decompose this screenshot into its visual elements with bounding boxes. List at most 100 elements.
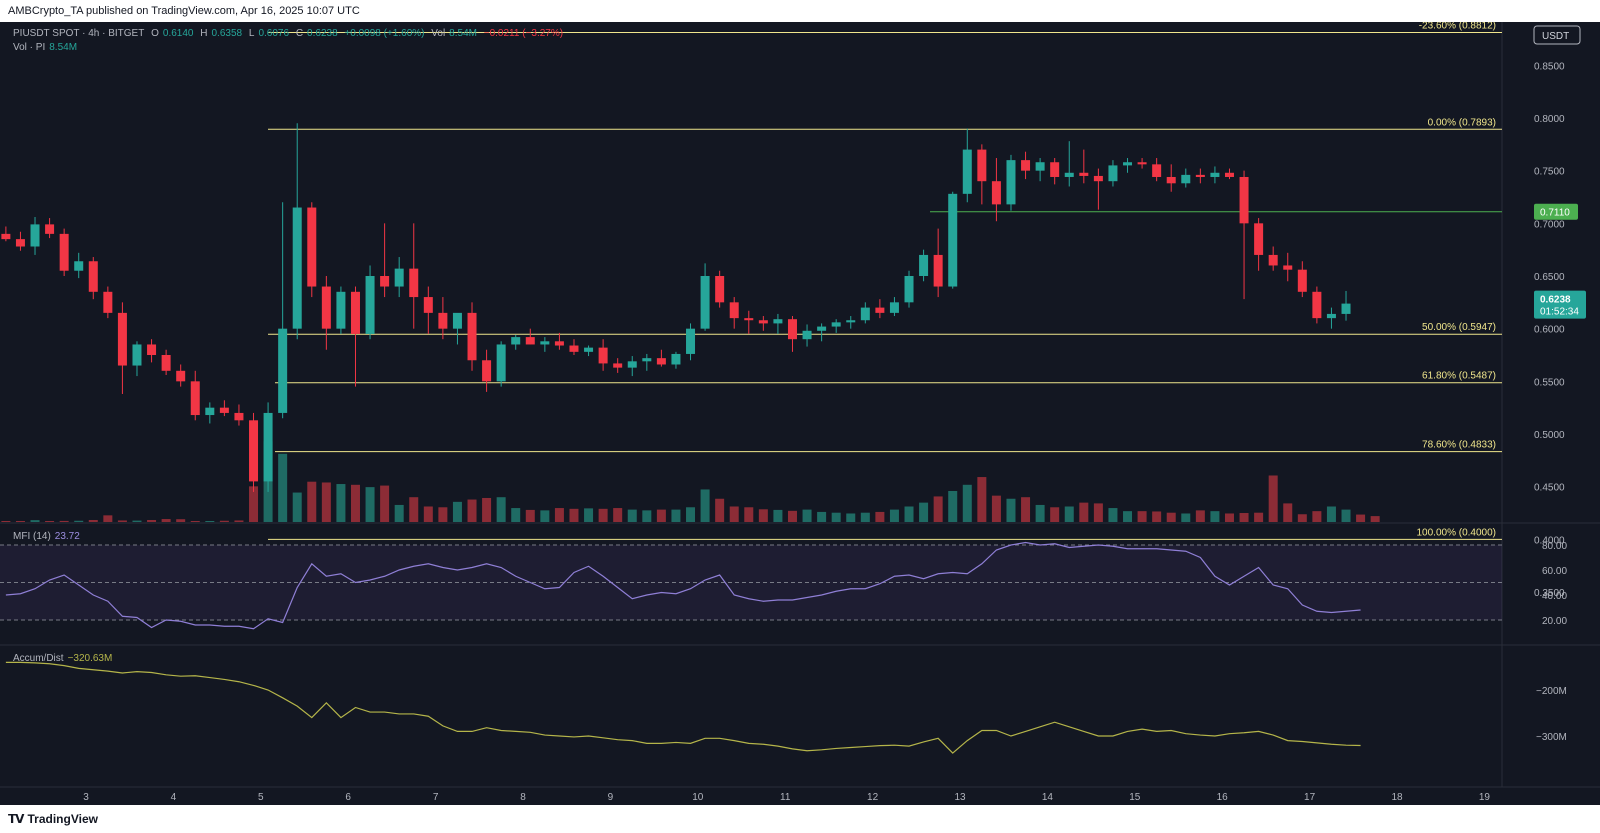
fib-label: 61.80% (0.5487)	[1422, 371, 1496, 382]
candle-body	[88, 261, 98, 292]
volume-bar	[686, 507, 696, 522]
candle-body	[991, 181, 1001, 205]
tradingview-logo[interactable]: 𝗧𝗩 TradingView	[8, 812, 98, 826]
fib-label: 78.60% (0.4833)	[1422, 440, 1496, 451]
volume-bar	[1254, 512, 1264, 522]
symbol-label[interactable]: PIUSDT SPOT · 4h · BITGET	[13, 28, 145, 39]
vol-change-value: −0.0211 (−3.27%)	[483, 28, 564, 39]
candle-body	[875, 307, 885, 313]
volume-bar	[45, 521, 55, 522]
volume-bar	[700, 489, 710, 522]
volume-bar	[1137, 511, 1147, 522]
volume-bar	[132, 520, 142, 522]
ad-tick-label: −200M	[1536, 686, 1567, 697]
candle-body	[1254, 223, 1264, 255]
candle-body	[1050, 162, 1060, 177]
time-tick-label: 18	[1391, 792, 1403, 803]
candle-body	[977, 149, 987, 182]
volume-bar	[1312, 511, 1322, 522]
candle-body	[1326, 313, 1336, 319]
candlestick-series	[1, 123, 1351, 492]
volume-bar	[1006, 498, 1016, 522]
time-tick-label: 12	[867, 792, 879, 803]
volume-bar	[627, 509, 637, 522]
candle-body	[1079, 172, 1089, 176]
candle-body	[613, 363, 623, 368]
volume-bar	[234, 520, 244, 522]
level-marker-label: 0.7110	[1540, 208, 1570, 219]
volume-bar	[1123, 511, 1133, 522]
candle-body	[234, 412, 244, 421]
candle-body	[1137, 162, 1147, 165]
volume-bar	[1166, 512, 1176, 522]
price-tick-label: 0.5000	[1534, 430, 1565, 441]
volume-bar	[1224, 513, 1234, 522]
candle-body	[729, 302, 739, 319]
price-tick-label: 0.5500	[1534, 377, 1565, 388]
price-tick-label: 0.8000	[1534, 114, 1565, 125]
mfi-label[interactable]: MFI (14)	[13, 531, 51, 542]
volume-bar	[88, 519, 98, 522]
volume-bar	[409, 497, 419, 522]
price-tick-label: 0.7000	[1534, 219, 1565, 230]
candle-body	[1341, 303, 1351, 314]
candle-body	[350, 291, 360, 334]
candle-body	[1210, 172, 1220, 177]
candle-body	[1166, 176, 1176, 184]
mfi-tick-label: 20.00	[1542, 616, 1567, 627]
time-tick-label: 7	[433, 792, 439, 803]
volume-bar	[1021, 497, 1031, 522]
time-tick-label: 15	[1129, 792, 1141, 803]
volume-bar	[1297, 514, 1307, 522]
candle-body	[1283, 265, 1293, 270]
volume-bar	[219, 520, 229, 522]
time-tick-label: 14	[1042, 792, 1054, 803]
volume-bar	[656, 509, 666, 522]
time-tick-label: 13	[954, 792, 966, 803]
candle-body	[1239, 176, 1249, 224]
volume-bar	[336, 484, 346, 522]
candle-body	[1108, 165, 1118, 182]
time-tick-label: 4	[171, 792, 177, 803]
vol-value: 8.54M	[449, 28, 477, 39]
candle-body	[45, 224, 55, 234]
main-legend: PIUSDT SPOT · 4h · BITGET O 0.6140 H 0.635…	[13, 28, 567, 39]
volume-bar	[1050, 507, 1060, 522]
candle-body	[686, 328, 696, 354]
volume-bar	[321, 482, 331, 522]
volume-bar	[671, 509, 681, 522]
volume-bar	[540, 510, 550, 522]
volume-bar	[380, 485, 390, 522]
volume-bar	[642, 510, 652, 522]
candle-body	[117, 312, 127, 366]
volume-bar	[598, 508, 608, 522]
volume-bar	[1093, 503, 1103, 522]
candle-body	[584, 347, 594, 352]
ad-label[interactable]: Accum/Dist	[13, 653, 64, 664]
volume-bar	[991, 495, 1001, 522]
time-tick-label: 19	[1479, 792, 1491, 803]
volume-bar	[773, 509, 783, 522]
volume-bar	[452, 501, 462, 522]
volume-bar	[715, 498, 725, 522]
candle-body	[15, 239, 25, 247]
chart-canvas[interactable]: -23.60% (0.8812) 0.00% (0.7893) 50.00% (0.…	[0, 22, 1600, 805]
mfi-legend: MFI (14) 23.72	[13, 531, 84, 542]
volume-bar	[554, 508, 564, 522]
candle-body	[1297, 269, 1307, 292]
currency-label: USDT	[1542, 31, 1569, 42]
countdown-label: 01:52:34	[1540, 307, 1579, 318]
price-tick-label: 0.4500	[1534, 483, 1565, 494]
candle-body	[787, 319, 797, 340]
vol-pi-label[interactable]: Vol · PI	[13, 42, 46, 53]
time-tick-label: 9	[608, 792, 614, 803]
volume-bar	[525, 509, 535, 522]
candle-body	[30, 224, 40, 247]
volume-bar	[860, 512, 870, 522]
volume-bar	[1195, 510, 1205, 522]
candle-body	[817, 326, 827, 331]
volume-bar	[1152, 511, 1162, 522]
volume-bar	[15, 521, 25, 522]
mfi-tick-label: 60.00	[1542, 566, 1567, 577]
candle-body	[59, 233, 69, 271]
